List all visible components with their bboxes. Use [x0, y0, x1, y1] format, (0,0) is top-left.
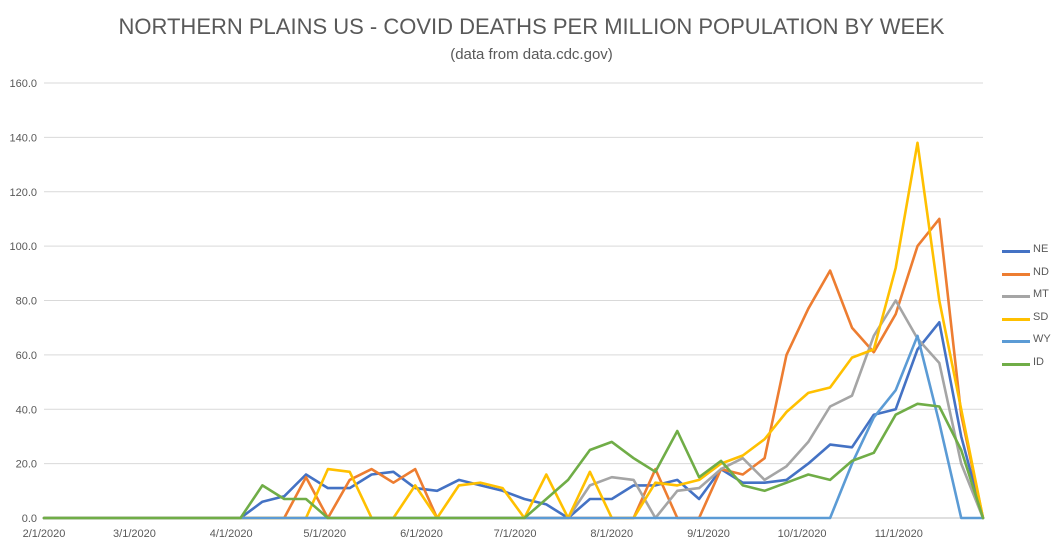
x-tick-label: 3/1/2020: [113, 528, 156, 540]
legend-label-sd: SD: [1033, 310, 1049, 323]
legend-swatch-wy: [1002, 340, 1030, 344]
y-tick-label: 40.0: [16, 404, 37, 416]
series-line-wy: [42, 334, 985, 520]
y-tick-label: 100.0: [9, 241, 37, 253]
x-tick-label: 2/1/2020: [23, 528, 66, 540]
series-lines: [42, 141, 985, 520]
y-tick-label: 20.0: [16, 459, 37, 471]
y-tick-label: 140.0: [9, 132, 37, 144]
x-tick-label: 4/1/2020: [210, 528, 253, 540]
legend-label-mt: MT: [1033, 288, 1049, 301]
y-tick-label: 60.0: [16, 350, 37, 362]
series-line-id: [42, 402, 985, 520]
x-tick-label: 9/1/2020: [687, 528, 730, 540]
y-tick-label: 120.0: [9, 187, 37, 199]
gridlines: [44, 82, 983, 465]
legend-swatch-ne: [1002, 250, 1030, 253]
x-tick-label: 7/1/2020: [494, 528, 537, 540]
legend-label-wy: WY: [1033, 333, 1051, 346]
legend-swatch-mt: [1002, 295, 1030, 299]
y-tick-label: 160.0: [9, 78, 37, 90]
y-tick-label: 0.0: [22, 513, 37, 525]
axes: 0.0 20.0 40.0 60.0 80.0 100.0 120.0 140.0 160.0 2…: [9, 78, 983, 540]
legend-label-nd: ND: [1033, 265, 1049, 278]
x-tick-label: 10/1/2020: [778, 528, 827, 540]
series-line-nd: [42, 217, 985, 520]
x-tick-label: 5/1/2020: [303, 528, 346, 540]
x-tick-label: 8/1/2020: [590, 528, 633, 540]
y-tick-label: 80.0: [16, 296, 37, 308]
x-tick-label: 6/1/2020: [400, 528, 443, 540]
chart-subtitle: (data from data.cdc.gov): [450, 46, 613, 63]
series-line-sd: [42, 141, 985, 520]
legend-label-id: ID: [1033, 355, 1044, 368]
legend-label-ne: NE: [1033, 243, 1049, 255]
legend-swatch-sd: [1002, 317, 1030, 321]
x-tick-label: 11/1/2020: [875, 528, 923, 540]
legend-swatch-nd: [1002, 272, 1030, 276]
chart-title: NORTHERN PLAINS US - COVID DEATHS PER MI…: [118, 14, 945, 39]
legend-swatch-id: [1002, 362, 1030, 366]
